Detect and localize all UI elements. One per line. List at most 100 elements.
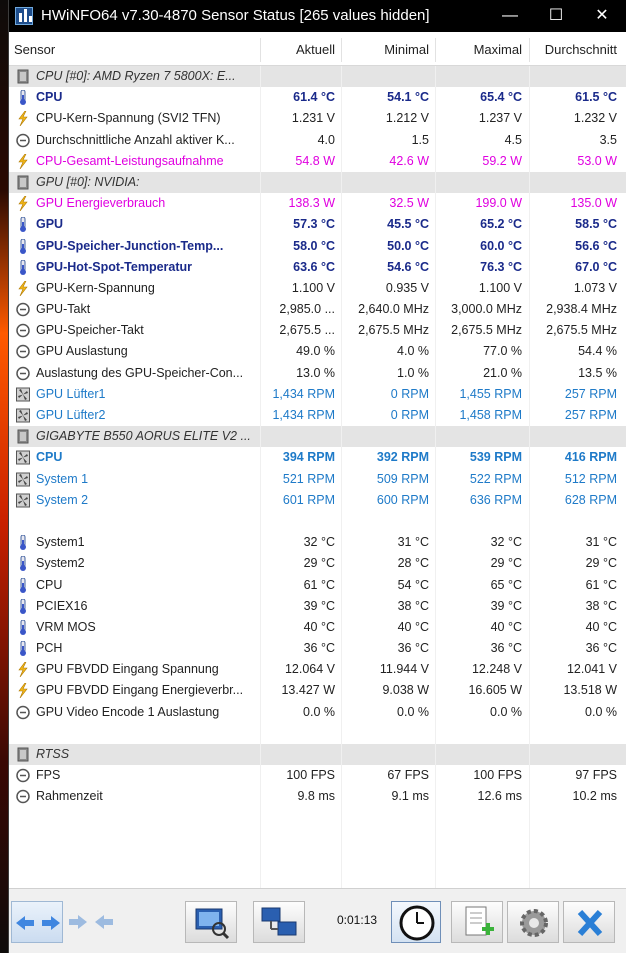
- sensor-row[interactable]: System2 29 °C 28 °C 29 °C 29 °C: [9, 553, 626, 575]
- value-max: 36 °C: [490, 641, 522, 656]
- network-button[interactable]: [253, 901, 305, 943]
- value-min: 67 FPS: [387, 768, 429, 783]
- thermometer-icon: [16, 534, 30, 551]
- sensor-group-header[interactable]: CPU [#0]: AMD Ryzen 7 5800X: E...: [9, 66, 626, 88]
- value-current: 54.8 W: [295, 153, 335, 168]
- sensor-row[interactable]: GPU Video Encode 1 Auslastung 0.0 % 0.0 % 0…: [9, 701, 626, 723]
- sensor-row[interactable]: CPU 61.4 °C 54.1 °C 65.4 °C 61.5 °C: [9, 87, 626, 109]
- clock-icon: [16, 705, 30, 720]
- clock-icon: [16, 344, 30, 359]
- column-header-min[interactable]: Minimal: [384, 42, 429, 57]
- sensor-row[interactable]: CPU 61 °C 54 °C 65 °C 61 °C: [9, 574, 626, 596]
- column-header-sensor[interactable]: Sensor: [14, 42, 56, 57]
- expand-collapse-button[interactable]: [11, 901, 63, 943]
- sensor-name: GPU: [36, 217, 64, 232]
- sensor-row[interactable]: CPU 394 RPM 392 RPM 539 RPM 416 RPM: [9, 447, 626, 469]
- sensor-row[interactable]: GPU Lüfter2 1,434 RPM 0 RPM 1,458 RPM 257 RP…: [9, 405, 626, 427]
- sensor-row[interactable]: GPU Lüfter1 1,434 RPM 0 RPM 1,455 RPM 257 RP…: [9, 383, 626, 405]
- column-header-avg[interactable]: Durchschnitt: [544, 42, 617, 57]
- sensor-row[interactable]: CPU-Gesamt-Leistungsaufnahme 54.8 W 42.6 W…: [9, 150, 626, 172]
- minimize-button[interactable]: —: [502, 7, 518, 24]
- value-current: 1.100 V: [291, 280, 335, 295]
- maximize-button[interactable]: ☐: [548, 7, 564, 24]
- sensor-group-header[interactable]: RTSS: [9, 744, 626, 766]
- value-avg: 61.5 °C: [575, 90, 617, 105]
- sensor-group-header[interactable]: GIGABYTE B550 AORUS ELITE V2 ...: [9, 426, 626, 448]
- sensor-row[interactable]: CPU-Kern-Spannung (SVI2 TFN) 1.231 V 1.212…: [9, 108, 626, 130]
- sensor-row[interactable]: System 1 521 RPM 509 RPM 522 RPM 512 RPM: [9, 468, 626, 490]
- value-avg: 61 °C: [585, 577, 617, 592]
- sensor-name: GPU Video Encode 1 Auslastung: [36, 704, 220, 719]
- gear-icon: [520, 909, 548, 937]
- sensor-row[interactable]: GPU-Kern-Spannung 1.100 V 0.935 V 1.100 V 1.…: [9, 277, 626, 300]
- arrows-outward-icon: [16, 916, 60, 930]
- value-avg: 38 °C: [585, 598, 617, 613]
- fan-icon: [16, 472, 30, 487]
- sensor-row[interactable]: GPU FBVDD Eingang Energieverbr... 13.427 …: [9, 680, 626, 702]
- value-current: 49.0 %: [296, 344, 335, 359]
- hwinfo-app-icon: [15, 7, 33, 25]
- value-max: 522 RPM: [469, 471, 522, 486]
- value-current: 61 °C: [303, 577, 335, 592]
- value-avg: 257 RPM: [564, 386, 617, 401]
- lightning-icon: [16, 153, 30, 169]
- value-current: 2,985.0 ...: [279, 302, 335, 317]
- sensor-row[interactable]: FPS 100 FPS 67 FPS 100 FPS 97 FPS: [9, 765, 626, 787]
- sensor-row[interactable]: GPU Auslastung 49.0 % 4.0 % 77.0 % 54.4 %: [9, 341, 626, 363]
- value-max: 12.6 ms: [477, 789, 522, 804]
- value-max: 32 °C: [490, 535, 522, 550]
- sensor-row[interactable]: Auslastung des GPU-Speicher-Con... 13.0 %…: [9, 362, 626, 384]
- exit-button[interactable]: [563, 901, 615, 943]
- column-header-current[interactable]: Aktuell: [295, 42, 335, 57]
- value-min: 9.038 W: [382, 683, 429, 698]
- sensor-row[interactable]: PCH 36 °C 36 °C 36 °C 36 °C: [9, 638, 626, 660]
- sensor-group-header[interactable]: GPU [#0]: NVIDIA:: [9, 171, 626, 194]
- collapse-button[interactable]: [65, 901, 117, 943]
- column-header-max[interactable]: Maximal: [473, 42, 522, 57]
- network-computers-icon: [261, 907, 297, 936]
- arrows-inward-icon: [69, 915, 113, 929]
- value-current: 1,434 RPM: [272, 386, 335, 401]
- logging-button[interactable]: [451, 901, 503, 943]
- value-max: 59.2 W: [482, 153, 522, 168]
- title-bar[interactable]: HWiNFO64 v7.30-4870 Sensor Status [265 v…: [9, 0, 626, 32]
- chip-icon: [16, 69, 30, 84]
- value-min: 40 °C: [397, 619, 429, 634]
- value-current: 61.4 °C: [293, 90, 335, 105]
- sensor-row[interactable]: GPU FBVDD Eingang Spannung 12.064 V 11.944…: [9, 659, 626, 681]
- sensor-row[interactable]: System1 32 °C 31 °C 32 °C 31 °C: [9, 532, 626, 554]
- sensor-row[interactable]: GPU Energieverbrauch 138.3 W 32.5 W 199.0 W…: [9, 193, 626, 215]
- sensor-row[interactable]: PCIEX16 39 °C 38 °C 39 °C 38 °C: [9, 595, 626, 617]
- thermometer-icon: [16, 577, 30, 593]
- sensor-row[interactable]: GPU-Hot-Spot-Temperatur 63.6 °C 54.6 °C 76.…: [9, 256, 626, 278]
- close-button[interactable]: ✕: [595, 7, 609, 24]
- clock-icon: [16, 323, 30, 338]
- sensor-row[interactable]: VRM MOS 40 °C 40 °C 40 °C 40 °C: [9, 616, 626, 639]
- close-x-icon: [577, 909, 603, 937]
- sensor-row[interactable]: Rahmenzeit 9.8 ms 9.1 ms 12.6 ms 10.2 ms: [9, 786, 626, 808]
- settings-button[interactable]: [507, 901, 559, 943]
- value-min: 32.5 W: [389, 196, 429, 211]
- value-max: 21.0 %: [483, 365, 522, 380]
- sensor-row[interactable]: GPU-Speicher-Junction-Temp... 58.0 °C 50.0…: [9, 235, 626, 257]
- sensor-row[interactable]: Durchschnittliche Anzahl aktiver K... 4.0…: [9, 129, 626, 151]
- sensor-row[interactable]: GPU-Speicher-Takt 2,675.5 ... 2,675.5 MHz 2…: [9, 320, 626, 342]
- value-min: 509 RPM: [376, 471, 429, 486]
- lightning-icon: [16, 280, 30, 297]
- sensor-monitor-button[interactable]: [185, 901, 237, 943]
- chip-icon: [16, 175, 30, 190]
- value-avg: 67.0 °C: [575, 259, 617, 274]
- value-avg: 2,938.4 MHz: [546, 302, 617, 317]
- value-min: 1.0 %: [397, 365, 429, 380]
- value-avg: 512 RPM: [564, 471, 617, 486]
- chip-icon: [16, 747, 30, 762]
- thermometer-icon: [16, 640, 30, 657]
- sensor-row[interactable]: GPU-Takt 2,985.0 ... 2,640.0 MHz 3,000.0 MH…: [9, 299, 626, 321]
- timer-reset-button[interactable]: [391, 901, 441, 943]
- value-current: 601 RPM: [282, 492, 335, 507]
- sensor-row[interactable]: GPU 57.3 °C 45.5 °C 65.2 °C 58.5 °C: [9, 214, 626, 236]
- sensor-row[interactable]: System 2 601 RPM 600 RPM 636 RPM 628 RPM: [9, 489, 626, 511]
- sensor-name: GPU-Speicher-Junction-Temp...: [36, 238, 224, 253]
- thermometer-icon: [16, 89, 30, 106]
- lightning-icon: [16, 661, 30, 678]
